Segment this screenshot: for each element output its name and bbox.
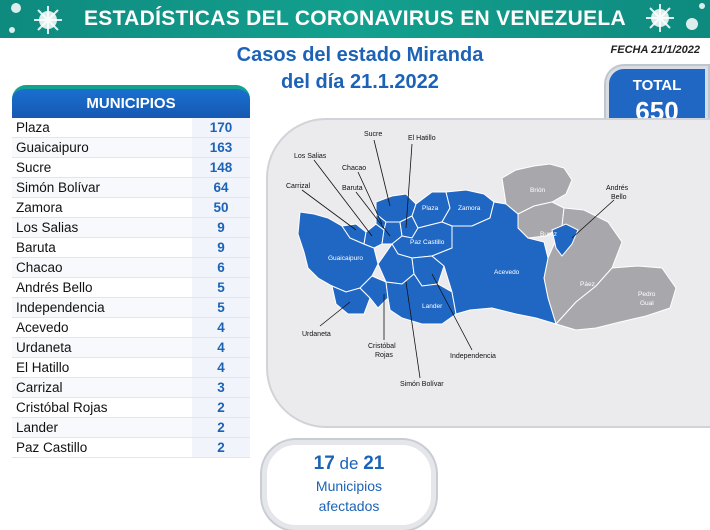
total-label: TOTAL [632, 77, 682, 94]
municipio-name: Cristóbal Rojas [12, 397, 192, 418]
callout-urdaneta: Urdaneta [302, 331, 331, 338]
callout-baruta: Baruta [342, 185, 363, 192]
map-region-guaicaipuro [297, 211, 379, 293]
callout-los-salias: Los Salias [294, 153, 327, 160]
callout-cristobal-rojas-2: Rojas [375, 352, 393, 359]
map-label-buroz: Buroz [540, 231, 557, 238]
municipio-cases: 163 [192, 137, 250, 158]
municipio-cases: 4 [192, 337, 250, 358]
map-region-pedro-gual [555, 265, 677, 331]
map-label-lander: Lander [422, 303, 443, 310]
table-row: Zamora 50 [12, 197, 250, 218]
municipio-cases: 2 [192, 397, 250, 418]
municipio-name: Carrizal [12, 377, 192, 398]
map-label-guaicaipuro: Guaicaipuro [328, 255, 363, 262]
callout-simon-bolivar: Simón Bolívar [400, 381, 444, 388]
municipio-name: Plaza [12, 118, 192, 138]
municipio-cases: 6 [192, 257, 250, 278]
header-title: ESTADÍSTICAS DEL CORONAVIRUS EN VENEZUEL… [83, 7, 627, 30]
table-row: Los Salias 9 [12, 217, 250, 238]
municipio-name: Paz Castillo [12, 437, 192, 458]
map-region-acevedo [431, 201, 557, 325]
municipio-name: Zamora [12, 197, 192, 218]
map-label-zamora: Zamora [458, 205, 481, 212]
table-row: Cristóbal Rojas 2 [12, 397, 250, 418]
table-row: Lander 2 [12, 417, 250, 438]
municipio-name: Andrés Bello [12, 277, 192, 298]
callout-sucre: Sucre [364, 131, 382, 138]
table-row: Guaicaipuro 163 [12, 137, 250, 158]
callout-chacao: Chacao [342, 165, 366, 172]
callout-independencia: Independencia [450, 353, 496, 360]
municipio-cases: 148 [192, 157, 250, 178]
map-label-brion: Brión [530, 187, 546, 194]
affected-summary: 17 de 21 Municipios afectados [262, 440, 436, 530]
municipio-name: Lander [12, 417, 192, 438]
municipio-cases: 4 [192, 317, 250, 338]
municipio-cases: 170 [192, 118, 250, 138]
municipio-name: Baruta [12, 237, 192, 258]
municipio-name: Sucre [12, 157, 192, 178]
map-label-paz-castillo: Paz Castillo [410, 239, 445, 246]
table-row: Plaza 170 [12, 118, 250, 138]
municipio-cases: 64 [192, 177, 250, 198]
map-label-pedro-gual-2: Gual [640, 300, 654, 307]
table-row: Andrés Bello 5 [12, 277, 250, 298]
municipio-cases: 2 [192, 417, 250, 438]
municipio-cases: 2 [192, 437, 250, 458]
municipio-name: Simón Bolívar [12, 177, 192, 198]
table-row: Paz Castillo 2 [12, 437, 250, 458]
municipio-cases: 9 [192, 237, 250, 258]
subtitle-line-2: del día 21.1.2022 [281, 71, 439, 93]
table-row: Acevedo 4 [12, 317, 250, 338]
municipio-name: Independencia [12, 297, 192, 318]
virus-icon [9, 3, 62, 34]
page-subtitle: Casos del estado Miranda del día 21.1.20… [200, 42, 520, 96]
virus-icon [646, 3, 705, 32]
municipio-name: El Hatillo [12, 357, 192, 378]
municipio-name: Los Salias [12, 217, 192, 238]
affected-number: 17 [313, 453, 335, 474]
total-municipios: 21 [363, 453, 385, 474]
subtitle-line-1: Casos del estado Miranda [236, 44, 484, 66]
header-banner [0, 0, 710, 38]
callout-cristobal-rojas-1: Cristóbal [368, 343, 396, 350]
affected-label-1: Municipios [315, 478, 383, 494]
municipios-table: Plaza 170 Guaicaipuro 163 Sucre 148 Simón B… [12, 118, 250, 458]
table-row: Baruta 9 [12, 237, 250, 258]
report-date: FECHA 21/1/2022 [610, 44, 700, 56]
table-row: Independencia 5 [12, 297, 250, 318]
map-label-acevedo: Acevedo [494, 269, 520, 276]
table-row: El Hatillo 4 [12, 357, 250, 378]
table-row: Sucre 148 [12, 157, 250, 178]
municipio-name: Chacao [12, 257, 192, 278]
map-label-pedro-gual-1: Pedro [638, 291, 656, 298]
affected-label-2: afectados [318, 498, 380, 514]
municipio-cases: 3 [192, 377, 250, 398]
map-region-urdaneta [331, 285, 371, 315]
municipio-cases: 5 [192, 277, 250, 298]
callout-andres-bello-2: Bello [611, 194, 627, 201]
municipio-cases: 9 [192, 217, 250, 238]
table-row: Carrizal 3 [12, 377, 250, 398]
municipio-name: Acevedo [12, 317, 192, 338]
affected-count: 17 de 21 [267, 453, 431, 475]
affected-of: de [339, 454, 359, 473]
map-label-paez: Páez [580, 281, 595, 288]
table-row: Urdaneta 4 [12, 337, 250, 358]
municipio-cases: 5 [192, 297, 250, 318]
miranda-map: Sucre El Hatillo Los Salias Chacao Carri… [286, 131, 677, 388]
callout-el-hatillo: El Hatillo [408, 135, 436, 142]
callout-andres-bello-1: Andrés [606, 185, 629, 192]
municipio-cases: 4 [192, 357, 250, 378]
municipio-name: Urdaneta [12, 337, 192, 358]
table-row: Chacao 6 [12, 257, 250, 278]
map-region-andres-bello [551, 223, 579, 257]
municipio-cases: 50 [192, 197, 250, 218]
callout-carrizal: Carrizal [286, 183, 311, 190]
municipios-header: MUNICIPIOS [12, 85, 250, 119]
municipio-name: Guaicaipuro [12, 137, 192, 158]
table-row: Simón Bolívar 64 [12, 177, 250, 198]
map-label-plaza: Plaza [422, 205, 439, 212]
